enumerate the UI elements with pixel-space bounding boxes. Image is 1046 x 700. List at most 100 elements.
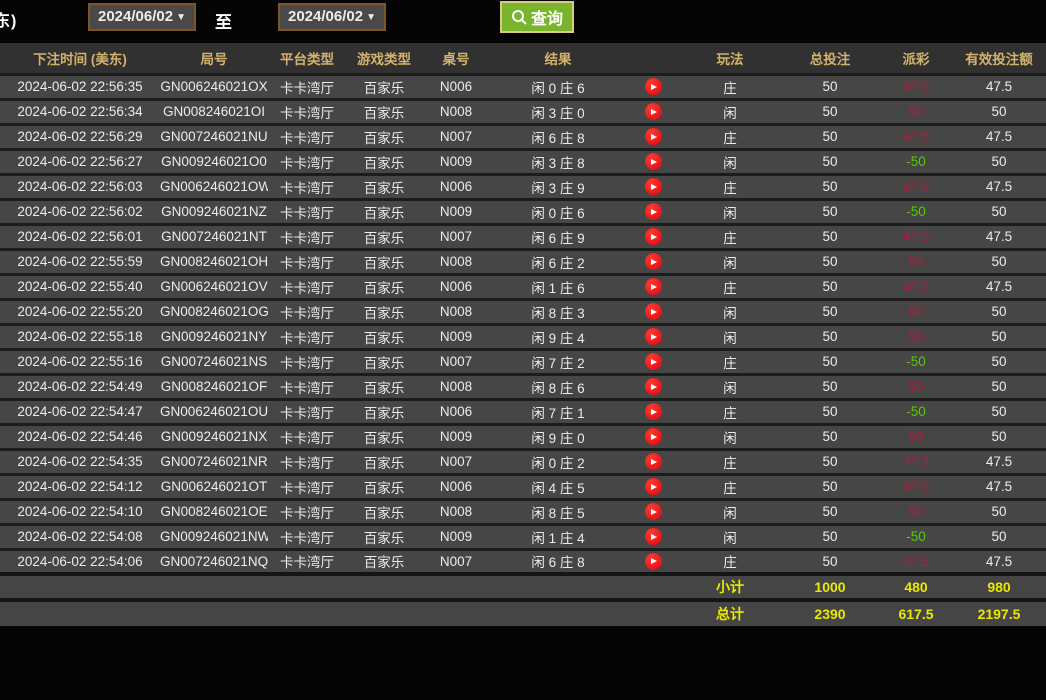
replay-cell [626, 349, 680, 374]
play-icon[interactable] [644, 403, 662, 420]
total-bet-cell: 50 [822, 529, 838, 544]
table-number-cell: N006 [439, 479, 473, 494]
payout-cell: 50 [908, 254, 924, 269]
round-id-cell: GN007246021NU [160, 129, 268, 144]
payout-cell: 47.5 [902, 79, 930, 94]
play-icon[interactable] [644, 428, 662, 445]
payout-cell: 50 [908, 104, 924, 119]
date-to-dropdown[interactable]: 2024/06/02 ▼ [278, 3, 386, 31]
replay-cell [626, 249, 680, 274]
clipped-eastern-time-label: 东) [0, 13, 18, 30]
grand-total-label: 总计 [716, 606, 744, 622]
valid-bet-cell: 50 [991, 504, 1007, 519]
result-cell: 闲 3 庄 0 [531, 105, 585, 121]
col-header-bet-time: 下注时间 (美东) [0, 43, 160, 75]
platform-cell: 卡卡湾厅 [280, 180, 334, 196]
table-number-cell: N009 [439, 204, 473, 219]
table-number-cell: N008 [439, 504, 473, 519]
table-row: 2024-06-02 22:56:29 GN007246021NU 卡卡湾厅 百… [0, 124, 1046, 149]
play-icon[interactable] [644, 78, 662, 95]
replay-cell [626, 474, 680, 499]
query-button-label: 查询 [531, 11, 564, 28]
platform-cell: 卡卡湾厅 [280, 205, 334, 221]
play-icon[interactable] [644, 228, 662, 245]
replay-cell [626, 499, 680, 524]
date-from-dropdown[interactable]: 2024/06/02 ▼ [88, 3, 196, 31]
payout-cell: 50 [908, 429, 924, 444]
valid-bet-cell: 50 [991, 429, 1007, 444]
replay-cell [626, 374, 680, 399]
play-icon[interactable] [644, 278, 662, 295]
query-button[interactable]: 查询 [500, 1, 575, 33]
table-number-cell: N009 [439, 154, 473, 169]
round-id-cell: GN008246021OG [160, 304, 268, 319]
valid-bet-cell: 47.5 [985, 179, 1013, 194]
payout-cell: -50 [906, 404, 926, 419]
col-header-bet-side: 玩法 [680, 43, 780, 75]
table-row: 2024-06-02 22:54:46 GN009246021NX 卡卡湾厅 百… [0, 424, 1046, 449]
result-cell: 闲 0 庄 6 [531, 205, 585, 221]
table-row: 2024-06-02 22:54:47 GN006246021OU 卡卡湾厅 百… [0, 399, 1046, 424]
play-icon[interactable] [644, 453, 662, 470]
bet-side-cell: 闲 [723, 505, 737, 521]
round-id-cell: GN009246021NW [160, 529, 268, 544]
date-range-to-label: 至 [215, 13, 232, 32]
platform-cell: 卡卡湾厅 [280, 230, 334, 246]
play-icon[interactable] [644, 378, 662, 395]
round-id-cell: GN006246021OU [160, 404, 268, 419]
valid-bet-cell: 50 [991, 379, 1007, 394]
total-bet-cell: 50 [822, 404, 838, 419]
table-number-cell: N008 [439, 104, 473, 119]
play-icon[interactable] [644, 503, 662, 520]
play-icon[interactable] [644, 103, 662, 120]
bet-time-cell: 2024-06-02 22:55:59 [17, 254, 143, 269]
bet-time-cell: 2024-06-02 22:54:08 [17, 529, 143, 544]
play-icon[interactable] [644, 153, 662, 170]
bet-side-cell: 闲 [723, 530, 737, 546]
bet-side-cell: 庄 [723, 555, 737, 571]
round-id-cell: GN009246021O0 [161, 154, 267, 169]
valid-bet-cell: 50 [991, 404, 1007, 419]
total-bet-cell: 50 [822, 154, 838, 169]
round-id-cell: GN007246021NQ [160, 553, 268, 569]
round-id-cell: GN006246021OT [160, 479, 268, 494]
bet-side-cell: 庄 [723, 180, 737, 196]
replay-cell [626, 299, 680, 324]
date-to-value: 2024/06/02 [288, 8, 364, 25]
bet-time-cell: 2024-06-02 22:55:20 [17, 304, 143, 319]
play-icon[interactable] [644, 353, 662, 370]
play-icon[interactable] [644, 203, 662, 220]
bet-side-cell: 闲 [723, 305, 737, 321]
grand-total-row: 总计 2390 617.5 2197.5 [0, 600, 1046, 626]
play-icon[interactable] [644, 178, 662, 195]
platform-cell: 卡卡湾厅 [280, 430, 334, 446]
bet-time-cell: 2024-06-02 22:56:02 [17, 204, 143, 219]
play-icon[interactable] [644, 528, 662, 545]
col-header-total-bet: 总投注 [780, 43, 880, 75]
play-icon[interactable] [644, 253, 662, 270]
table-row: 2024-06-02 22:55:40 GN006246021OV 卡卡湾厅 百… [0, 274, 1046, 299]
play-icon[interactable] [644, 128, 662, 145]
game-type-cell: 百家乐 [363, 305, 405, 321]
table-number-cell: N007 [439, 454, 473, 469]
bet-time-cell: 2024-06-02 22:56:27 [17, 154, 143, 169]
platform-cell: 卡卡湾厅 [280, 505, 334, 521]
total-bet-cell: 50 [822, 553, 838, 569]
play-icon[interactable] [644, 552, 662, 570]
replay-cell [626, 174, 680, 199]
subtotal-valid-bet: 980 [987, 579, 1011, 595]
valid-bet-cell: 47.5 [985, 229, 1013, 244]
result-cell: 闲 6 庄 9 [531, 230, 585, 246]
play-icon[interactable] [644, 303, 662, 320]
valid-bet-cell: 50 [991, 529, 1007, 544]
play-icon[interactable] [644, 478, 662, 495]
bet-side-cell: 庄 [723, 355, 737, 371]
valid-bet-cell: 50 [991, 104, 1007, 119]
result-cell: 闲 3 庄 8 [531, 155, 585, 171]
table-number-cell: N006 [439, 279, 473, 294]
game-type-cell: 百家乐 [363, 505, 405, 521]
payout-cell: 47.5 [902, 454, 930, 469]
play-icon[interactable] [644, 328, 662, 345]
payout-cell: -50 [906, 204, 926, 219]
table-number-cell: N007 [439, 553, 473, 569]
